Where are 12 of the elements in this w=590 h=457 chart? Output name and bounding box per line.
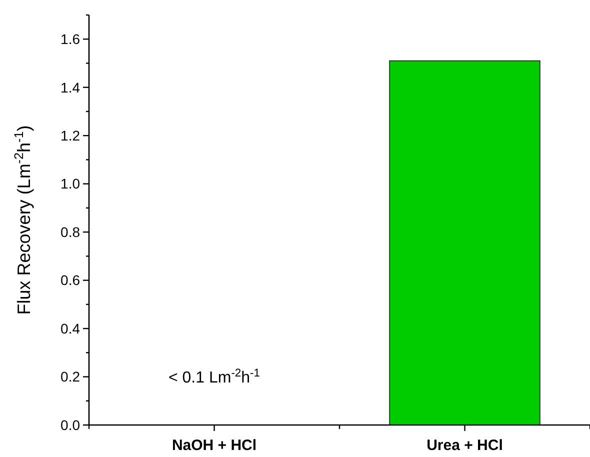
y-tick-label: 0.4 — [60, 320, 80, 336]
y-tick-label: 0.0 — [60, 416, 80, 433]
annotation: < 0.1 Lm$^{-2}$h$^{-1}$ — [168, 368, 260, 387]
y-tick-label: 0.8 — [60, 224, 80, 240]
y-tick-label: 1.2 — [60, 127, 80, 144]
y-tick-label: 1.6 — [60, 31, 80, 48]
y-tick-label: 1.4 — [60, 79, 80, 96]
y-tick-label: 0.2 — [60, 368, 80, 385]
y-tick-label: 1.0 — [60, 176, 80, 192]
x-tick-label: Urea + HCl — [426, 437, 503, 454]
x-tick-label: NaOH + HCl — [172, 437, 257, 454]
y-tick-label: 0.6 — [60, 272, 80, 288]
